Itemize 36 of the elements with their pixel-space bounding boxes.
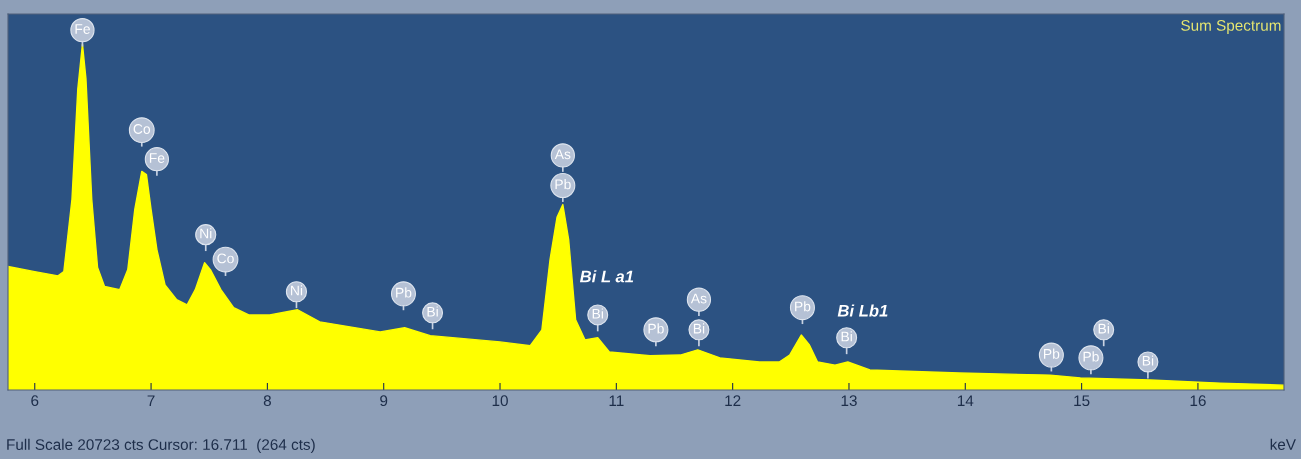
annotation: Ni — [200, 228, 212, 239]
annotation: Co — [217, 253, 234, 264]
annotation: Pb — [555, 179, 571, 190]
annotation: Pb — [648, 323, 664, 334]
annotation: Bi — [427, 306, 438, 317]
x-tick-label: 11 — [609, 395, 624, 406]
annotation: Pb — [1044, 348, 1060, 359]
x-tick-label: 16 — [1190, 395, 1206, 407]
x-tick-label: 8 — [263, 395, 271, 407]
x-tick-label: 6 — [31, 395, 39, 407]
x-tick-label: 13 — [841, 395, 857, 407]
annotation: Bi Lb1 — [837, 304, 888, 317]
x-tick-label: 7 — [147, 395, 155, 406]
annotation: Pb — [396, 287, 412, 298]
annotation: As — [554, 149, 571, 160]
annotation: Bi — [1142, 355, 1154, 366]
annotation: Bi — [592, 308, 603, 319]
chart-title: Sum Spectrum — [1181, 20, 1281, 34]
annotation: Co — [133, 124, 151, 134]
annotation: Bi — [1098, 323, 1109, 334]
x-tick-label: 14 — [957, 395, 974, 406]
x-tick-label: 10 — [492, 395, 508, 407]
x-axis-title: keV — [1270, 438, 1296, 450]
annotation: Bi — [841, 331, 852, 342]
annotation: Pb — [795, 301, 811, 312]
x-tick-label: 12 — [725, 395, 741, 406]
annotation: Pb — [1083, 351, 1099, 362]
annotation: Fe — [75, 24, 90, 34]
annotation: Bi L a1 — [579, 270, 634, 283]
x-tick-label: 9 — [380, 395, 388, 407]
text: Full Scale 20723 cts Cursor: 16.711 (264 cts) — [7, 438, 315, 453]
annotation: Bi — [693, 323, 705, 334]
annotation: Ni — [291, 285, 303, 296]
annotation: Fe — [149, 153, 165, 163]
x-tick-label: 15 — [1074, 395, 1090, 407]
annotation: As — [690, 293, 707, 304]
